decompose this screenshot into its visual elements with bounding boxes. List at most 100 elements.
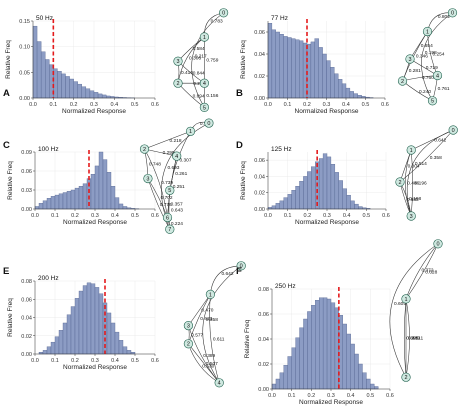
histogram-bar — [275, 203, 280, 210]
histogram-bar — [118, 340, 124, 355]
tree-edge — [410, 149, 413, 217]
x-tick-label: 0.1 — [50, 102, 58, 108]
y-tick-label: 0.00 — [254, 96, 265, 102]
tree-node — [405, 54, 415, 64]
edge-probability-label: 0.642 — [221, 271, 233, 277]
x-tick-label: 0.5 — [363, 213, 371, 219]
edge-probability-label: 0.254 — [433, 52, 445, 58]
histogram-bar — [36, 41, 42, 99]
x-tick-label: 0.6 — [151, 102, 159, 108]
edge-probability-label: 0.358 — [206, 317, 218, 323]
histogram-bar — [45, 59, 50, 99]
edge-probability-label: 0.802 — [438, 14, 450, 20]
panel-letter: C — [3, 140, 10, 151]
edge-probability-label: 0.739 — [161, 180, 173, 186]
frequency-label: 50 Hz — [36, 15, 53, 22]
tree-edge — [405, 298, 410, 378]
panel-D: 0.0 0.1 0.2 0.3 0.4 0.5 0.6 0.00 0.02 0.04 0.06 Nor… — [236, 125, 458, 226]
x-tick-label: 0.4 — [342, 102, 350, 108]
edge-probability-label: 0.760 — [422, 75, 434, 81]
histogram-bar — [287, 37, 292, 99]
histogram-bar — [86, 282, 92, 355]
histogram-bar — [322, 53, 327, 99]
tree-node-label: 5 — [168, 188, 171, 194]
y-tick-label: 0.00 — [254, 207, 265, 213]
histogram-bar — [54, 336, 60, 355]
histogram-bar — [74, 187, 80, 210]
y-tick-label: 0.02 — [258, 362, 269, 368]
tree-node — [172, 151, 182, 161]
histogram-bar — [299, 181, 304, 210]
tree-edge — [405, 243, 439, 300]
y-tick-label: 0.08 — [21, 279, 32, 285]
histogram-bar — [318, 158, 324, 210]
histogram-bar — [70, 189, 76, 210]
histogram-bar — [82, 183, 88, 210]
y-tick-label: 0.04 — [21, 316, 32, 322]
histogram-bar — [287, 356, 292, 390]
x-tick-label: 0.6 — [386, 393, 394, 399]
x-tick-label: 0.5 — [131, 102, 139, 108]
y-axis-label: Relative Freq — [240, 161, 247, 200]
x-tick-label: 0.2 — [303, 102, 311, 108]
tree-edge — [407, 129, 454, 217]
panel-A: 0.0 0.1 0.2 0.3 0.4 0.5 0.6 0.00 0.05 0.10 0.15 Nor… — [3, 8, 229, 115]
tree-node-label: 4 — [175, 154, 178, 160]
tree-edge — [209, 294, 220, 383]
tree-node-label: 3 — [410, 214, 413, 220]
edge-probability-label: 0.156 — [206, 93, 218, 99]
transition-tree: 0.7820.2180.3070.6930.7480.2990.2610.739… — [139, 118, 214, 234]
histogram-bar — [314, 38, 319, 99]
histogram-bar — [350, 200, 355, 210]
x-tick-label: 0.0 — [31, 358, 39, 364]
edge-probability-label: 0.486 — [407, 181, 419, 187]
tree-node-label: 5 — [431, 99, 434, 105]
histogram-bar — [62, 192, 68, 210]
x-tick-label: 0.1 — [288, 393, 296, 399]
y-tick-label: 0.04 — [254, 174, 265, 180]
y-tick-label: 0.06 — [21, 297, 32, 303]
y-axis-label: Relative Freq — [7, 161, 14, 200]
histogram-bar — [283, 365, 288, 390]
panel-letter: B — [236, 88, 243, 99]
edge-probability-label: 0.628 — [425, 270, 437, 276]
edge-probability-label: 0.804 — [408, 164, 420, 170]
histogram-bar — [34, 206, 40, 210]
histogram-bar — [291, 190, 296, 210]
tree-node — [183, 321, 193, 331]
histogram-bar — [334, 172, 339, 210]
histogram-bar — [283, 197, 288, 210]
histogram-bar — [66, 314, 72, 355]
tree-node — [432, 70, 443, 81]
x-tick-label: 0.0 — [264, 102, 272, 108]
histogram-bar — [46, 198, 52, 210]
tree-node-label: 1 — [404, 297, 407, 303]
tree-node-label: 2 — [143, 147, 146, 153]
histogram-bar — [330, 67, 335, 99]
histogram-bar — [78, 290, 84, 355]
x-tick-label: 0.6 — [151, 213, 159, 219]
panel-letter: E — [3, 266, 9, 277]
tree-node — [395, 177, 405, 187]
histogram-bar — [93, 92, 99, 99]
histogram-bar — [98, 151, 104, 210]
histogram-bar — [342, 188, 347, 210]
histogram-bar — [98, 293, 104, 355]
x-tick-label: 0.0 — [31, 213, 39, 219]
tree-node-label: 1 — [410, 148, 413, 154]
histogram-bar — [315, 300, 320, 390]
histogram-bar — [38, 203, 44, 210]
histogram-bar — [303, 176, 308, 210]
edge-probability-label: 0.584 — [193, 46, 205, 52]
histogram-bar — [114, 331, 120, 355]
x-tick-label: 0.5 — [131, 213, 139, 219]
edge-probability-label: 0.346 — [416, 53, 428, 59]
edge-probability-label: 0.611 — [213, 337, 225, 343]
panel-C: 0.0 0.1 0.2 0.3 0.4 0.5 0.6 0.00 0.03 0.06 0.09 Nor… — [3, 118, 214, 234]
y-tick-label: 0.05 — [19, 70, 30, 76]
y-tick-label: 0.00 — [258, 387, 269, 393]
edge-probability-label: 0.694 — [193, 93, 205, 99]
tree-node — [199, 102, 209, 112]
histogram-bar — [283, 36, 288, 99]
